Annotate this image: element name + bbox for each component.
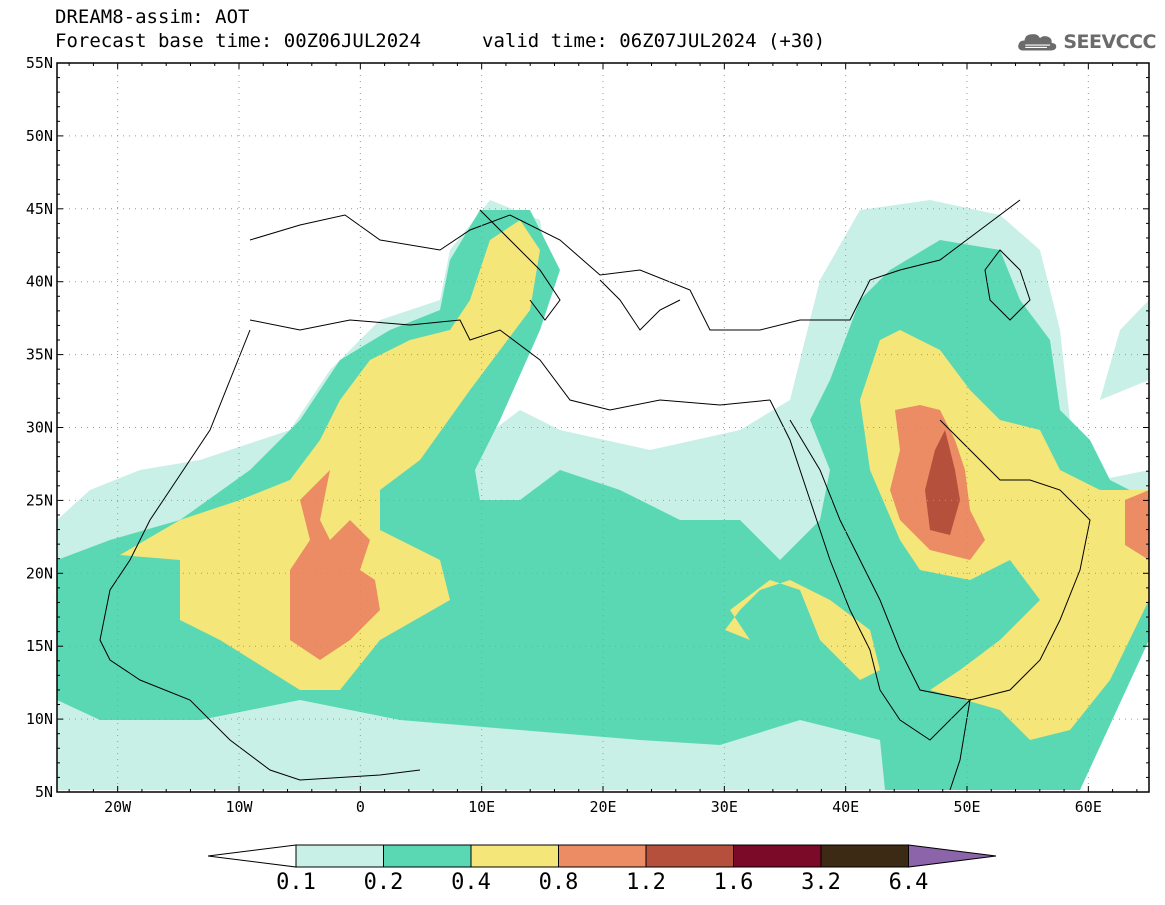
aot-field [57, 200, 1149, 790]
aot-band-0.8-sahara [290, 470, 380, 660]
lat-label: 40N [26, 273, 53, 291]
colorbar-label: 0.1 [276, 870, 316, 895]
seevccc-logo: SEEVCCC [1016, 22, 1156, 62]
europe-coast [249, 199, 1021, 331]
logo-text: SEEVCCC [1063, 31, 1156, 53]
aot-band-1.2 [925, 430, 960, 535]
lon-label: 10W [225, 798, 253, 816]
valid-time: valid time: 06Z07JUL2024 (+30) [482, 30, 826, 52]
lat-label: 10N [26, 710, 53, 728]
lon-label: 20W [104, 798, 132, 816]
lon-label: 10E [468, 798, 495, 816]
lat-label: 25N [26, 491, 53, 509]
greece-coast [599, 279, 681, 331]
colorbar-upper-extend [908, 844, 997, 868]
colorbar-label: 0.2 [364, 870, 404, 895]
lat-label: 15N [26, 637, 53, 655]
colorbar-box [295, 844, 384, 868]
colorbar-box [645, 844, 734, 868]
colorbar-label: 6.4 [889, 870, 929, 895]
lon-label: 40E [832, 798, 859, 816]
colorbar-box [820, 844, 909, 868]
arabia-coast [789, 419, 1091, 701]
lon-label: 60E [1075, 798, 1102, 816]
colorbar-box [383, 844, 472, 868]
lon-label: 20E [589, 798, 616, 816]
map-title: DREAM8-assim: AOT [55, 6, 250, 28]
forecast-base-time: Forecast base time: 00Z06JUL2024 [55, 30, 422, 52]
aot-band-0.1b [1100, 300, 1149, 400]
italy-coast [479, 209, 561, 321]
colorbar-label: 0.8 [539, 870, 579, 895]
africa-north-coast [249, 319, 771, 411]
lat-label: 20N [26, 564, 53, 582]
colorbar-label: 1.2 [626, 870, 666, 895]
lon-label: 30E [711, 798, 738, 816]
coastlines [99, 199, 1091, 791]
colorbar-label: 1.6 [714, 870, 754, 895]
colorbar-box [470, 844, 559, 868]
lat-label: 55N [26, 54, 53, 72]
colorbar: 0.1 0.2 0.4 0.8 1.2 1.6 3.2 6.4 [207, 844, 997, 895]
longitude-labels: 20W 10W 0 10E 20E 30E 40E 50E 60E [104, 798, 1102, 816]
lat-label: 5N [35, 783, 53, 801]
gridlines [57, 63, 1149, 792]
lat-label: 45N [26, 200, 53, 218]
colorbar-box [733, 844, 822, 868]
lon-label: 0 [356, 798, 365, 816]
cloud-icon [1018, 34, 1057, 51]
aot-band-0.4-sudan [725, 580, 880, 680]
horn-africa-coast [879, 689, 971, 791]
latitude-labels: 55N 50N 45N 40N 35N 30N 25N 20N 15N 10N 5N [26, 54, 53, 801]
colorbar-label: 3.2 [801, 870, 841, 895]
red-sea-coast [769, 399, 881, 691]
caspian-coast [984, 249, 1031, 321]
aot-band-0.8-oman [1125, 490, 1149, 560]
colorbar-lower-extend [207, 844, 297, 868]
africa-west-coast [99, 329, 421, 781]
colorbar-box [558, 844, 647, 868]
lat-label: 50N [26, 127, 53, 145]
colorbar-label: 0.4 [451, 870, 491, 895]
aot-band-0.4-sahara [120, 220, 540, 690]
lon-label: 50E [953, 798, 980, 816]
lat-label: 30N [26, 419, 53, 437]
lat-label: 35N [26, 346, 53, 364]
axis-ticks [57, 62, 1149, 793]
